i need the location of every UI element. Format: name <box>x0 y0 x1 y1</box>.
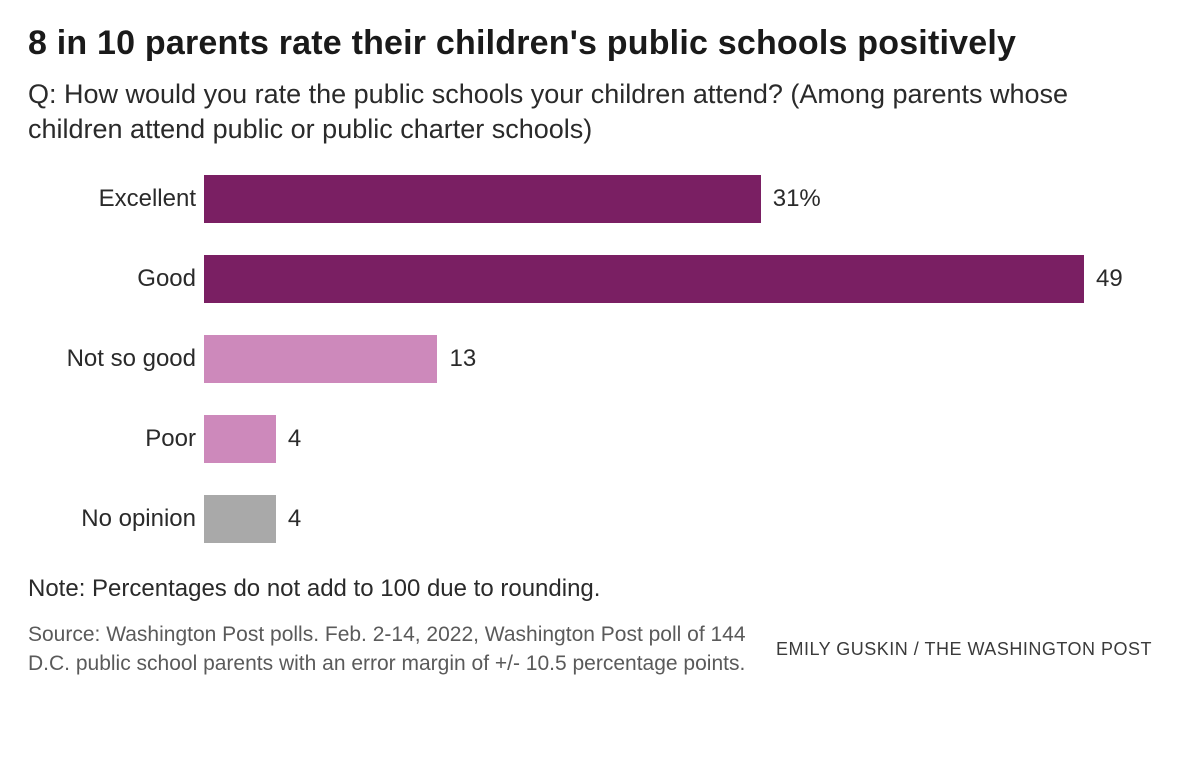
category-label: Good <box>28 265 204 293</box>
bar-value: 31% <box>761 185 821 213</box>
category-label: No opinion <box>28 505 204 533</box>
category-label: Not so good <box>28 345 204 373</box>
chart-container: 8 in 10 parents rate their children's pu… <box>0 0 1180 770</box>
chart-source: Source: Washington Post polls. Feb. 2-14… <box>28 621 752 678</box>
bar <box>204 335 437 383</box>
bar-chart: Excellent31%Good49Not so good13Poor4No o… <box>28 175 1152 543</box>
bar-value: 13 <box>437 345 476 373</box>
bar <box>204 495 276 543</box>
bar-row: Excellent 31% <box>28 175 1152 223</box>
chart-note: Note: Percentages do not add to 100 due … <box>28 575 1152 603</box>
bar <box>204 415 276 463</box>
bar-value: 49 <box>1084 265 1123 293</box>
chart-question: Q: How would you rate the public schools… <box>28 77 1152 147</box>
chart-title: 8 in 10 parents rate their children's pu… <box>28 24 1152 63</box>
bar-value: 4 <box>276 505 301 533</box>
chart-credit: EMILY GUSKIN / THE WASHINGTON POST <box>776 639 1152 678</box>
bar <box>204 255 1084 303</box>
bar-row: Good 49 <box>28 255 1152 303</box>
bar-row: No opinion 4 <box>28 495 1152 543</box>
bar-value: 4 <box>276 425 301 453</box>
bar <box>204 175 761 223</box>
bar-row: Not so good 13 <box>28 335 1152 383</box>
bar-row: Poor 4 <box>28 415 1152 463</box>
category-label: Poor <box>28 425 204 453</box>
category-label: Excellent <box>28 185 204 213</box>
chart-footer: Source: Washington Post polls. Feb. 2-14… <box>28 621 1152 678</box>
